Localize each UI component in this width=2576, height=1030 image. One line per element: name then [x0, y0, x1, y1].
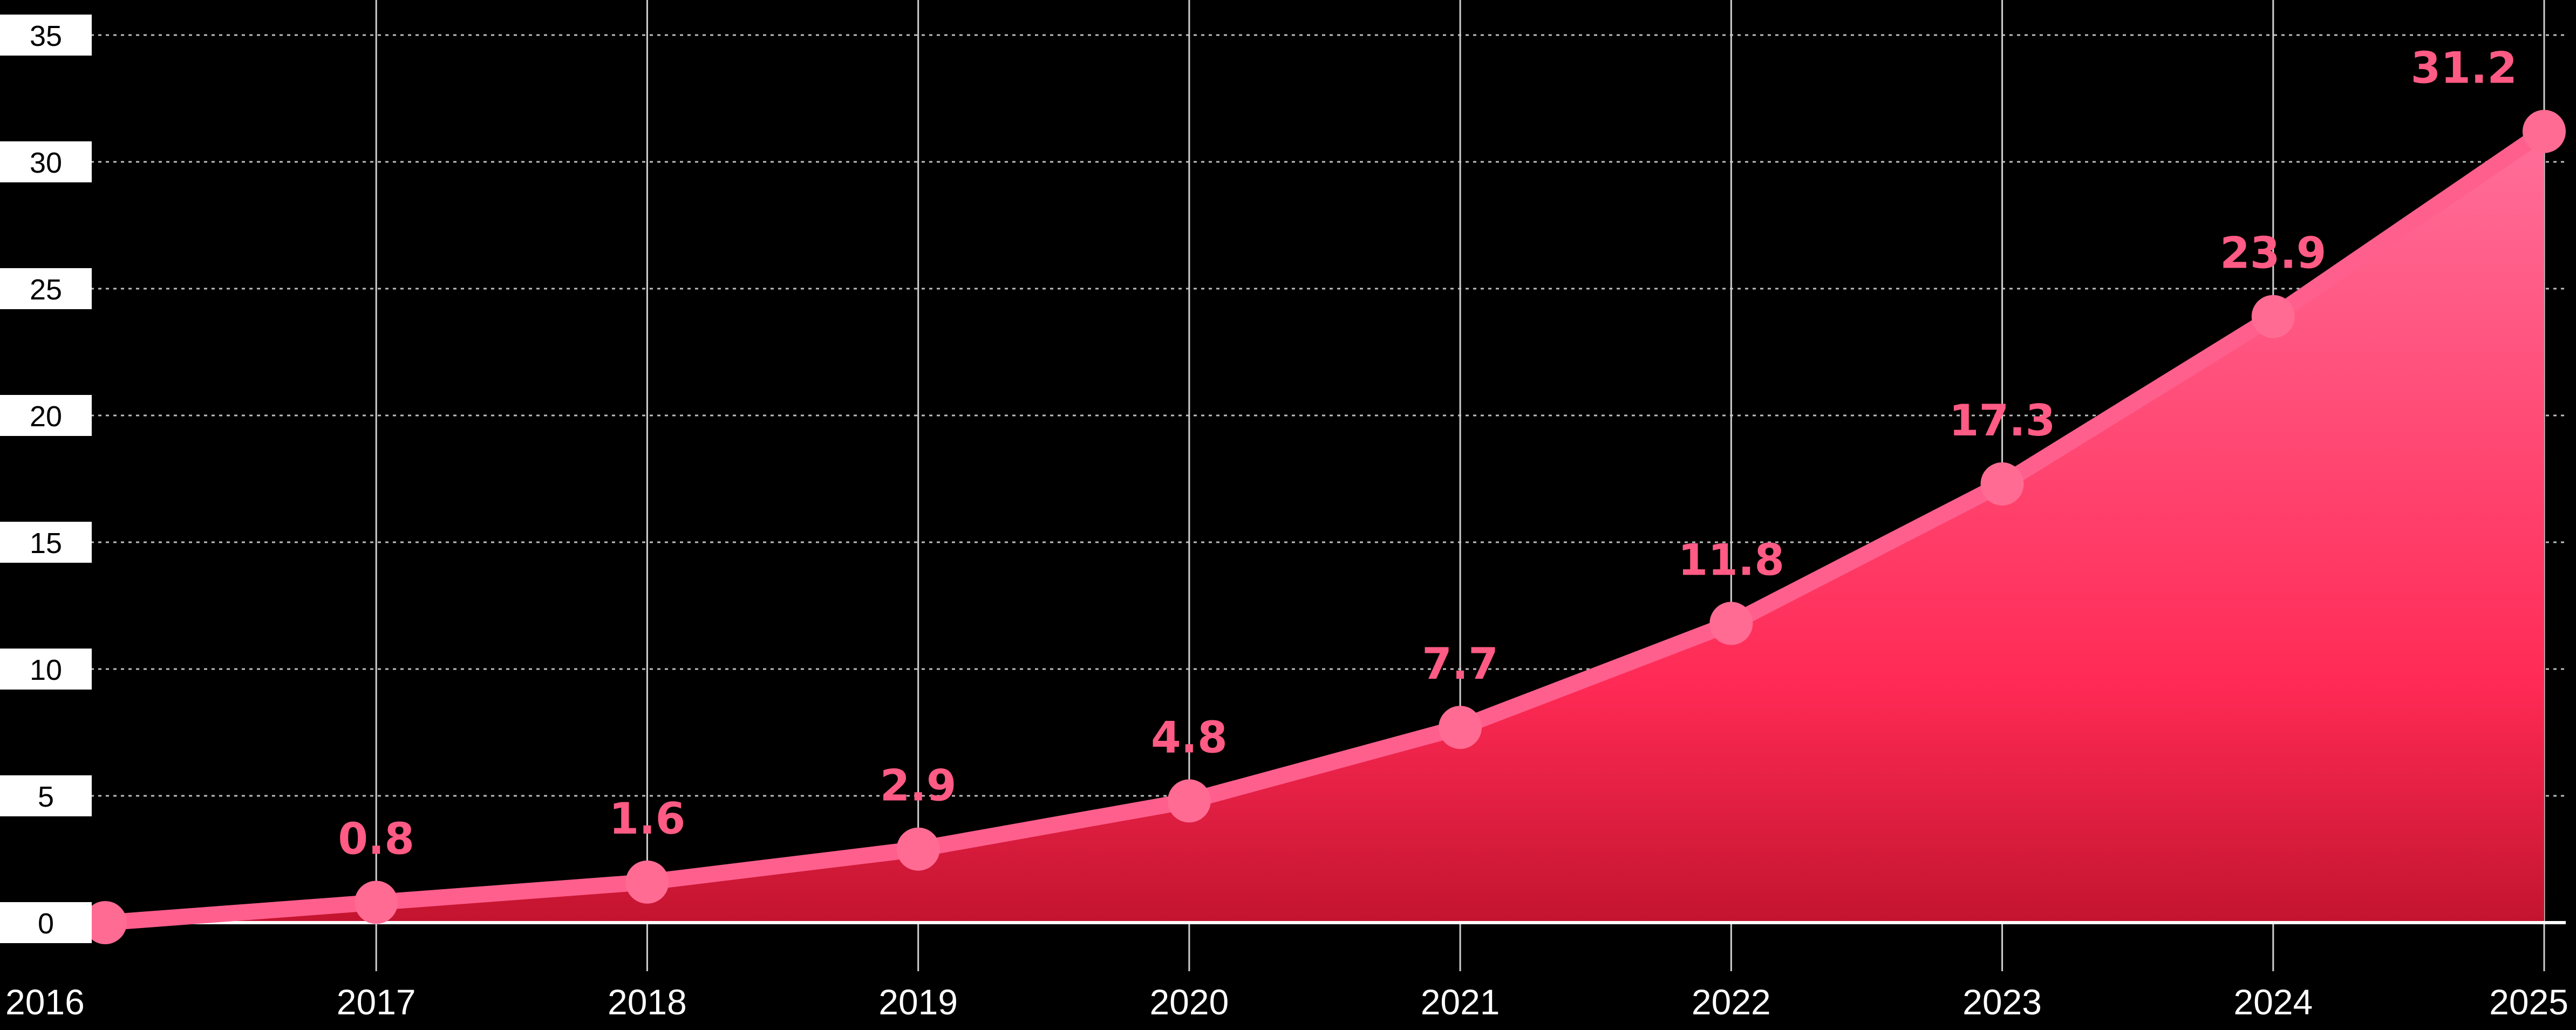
- x-tick-label: 2025: [2489, 982, 2568, 1022]
- x-tick-label: 2020: [1149, 982, 1229, 1022]
- y-tick-box: [0, 15, 92, 56]
- data-label: 1.6: [609, 794, 686, 844]
- y-tick-label: 30: [30, 147, 62, 179]
- data-label: 0.8: [338, 814, 414, 864]
- label-layer: 0.8 1.6 2.9 4.8 7.7 11.8 17.3 23.9 31.2: [338, 43, 2517, 864]
- data-point: [355, 881, 398, 924]
- data-point: [896, 827, 940, 871]
- y-tick-label: 35: [30, 20, 62, 52]
- y-axis-ticks: 0 5 10 15 20 25 30 35: [0, 15, 92, 943]
- y-tick-box: [0, 141, 92, 182]
- data-point: [625, 860, 669, 904]
- y-tick-label: 15: [30, 527, 62, 560]
- y-tick-box: [0, 522, 92, 563]
- data-point: [1709, 602, 1753, 645]
- y-tick-box: [0, 775, 92, 816]
- series-line: [97, 123, 2552, 931]
- point-layer: [84, 110, 2566, 944]
- y-tick-box: [0, 902, 92, 943]
- data-point: [1980, 462, 2024, 506]
- y-tick-label: 10: [30, 654, 62, 686]
- x-tick-label: 2021: [1421, 982, 1500, 1022]
- series-area: [105, 131, 2544, 923]
- data-point: [1439, 706, 1482, 749]
- y-tick-box: [0, 268, 92, 309]
- data-label: 7.7: [1422, 639, 1498, 689]
- data-point: [2523, 110, 2566, 153]
- area-layer: [105, 131, 2544, 923]
- x-tick-label: 2016: [5, 982, 85, 1022]
- data-label: 23.9: [2220, 228, 2326, 278]
- x-tick-label: 2018: [608, 982, 687, 1022]
- data-point: [2251, 295, 2295, 338]
- data-label: 31.2: [2411, 43, 2517, 93]
- y-tick-label: 25: [30, 274, 62, 306]
- x-tick-label: 2022: [1692, 982, 1771, 1022]
- y-tick-box: [0, 649, 92, 690]
- data-label: 4.8: [1151, 712, 1228, 762]
- y-tick-label: 5: [38, 781, 54, 813]
- data-label: 11.8: [1678, 535, 1784, 585]
- x-tick-label: 2017: [337, 982, 416, 1022]
- y-tick-box: [0, 395, 92, 436]
- x-tick-label: 2023: [1962, 982, 2042, 1022]
- line-layer: [97, 123, 2552, 931]
- y-tick-label: 20: [30, 400, 62, 433]
- x-axis-ticks: 2016 2017 2018 2019 2020 2021 2022 2023 2024 2025: [5, 982, 2568, 1022]
- x-tick-label: 2024: [2233, 982, 2313, 1022]
- data-label: 17.3: [1949, 395, 2055, 446]
- data-point: [1167, 779, 1211, 823]
- data-label: 2.9: [880, 761, 957, 811]
- data-point: [84, 901, 127, 944]
- y-tick-label: 0: [38, 908, 54, 940]
- x-tick-label: 2019: [878, 982, 958, 1022]
